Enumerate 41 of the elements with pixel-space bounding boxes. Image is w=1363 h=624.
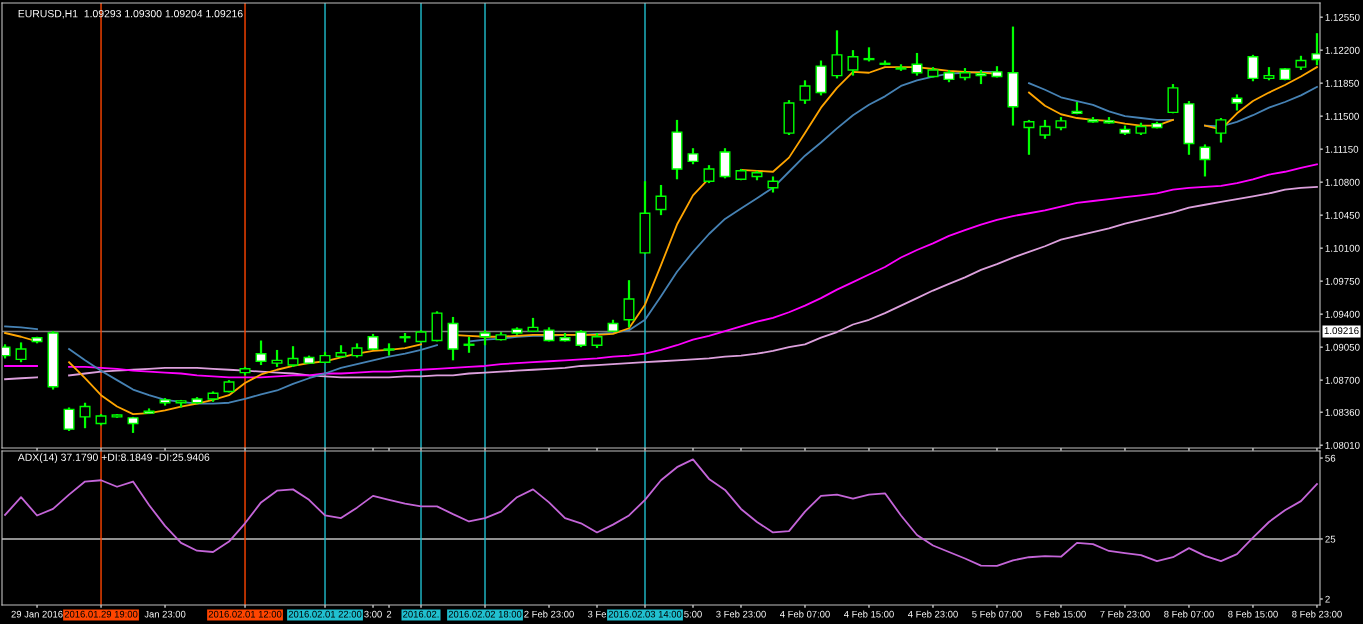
x-tick-label: 5 Feb 07:00 [972,610,1022,618]
x-tick-label: 5 Feb 15:00 [1036,610,1086,618]
x-tick-label: 8 Feb 15:00 [1228,610,1278,618]
x-tick-label: 2016.02.02 18:00 [448,610,522,618]
x-tick-label: 3 Feb 23:00 [716,610,766,618]
y-tick-label: 1.11150 [1325,145,1359,153]
x-tick-label: 4 Feb 15:00 [844,610,894,618]
y-tick-label: 2 [1325,595,1330,603]
y-tick-label: 1.09050 [1325,343,1360,351]
x-tick-label: 2016.02.03 14:00 [608,610,682,618]
y-tick-label: 1.08360 [1325,408,1360,416]
y-tick-label: 1.11850 [1325,79,1359,87]
y-tick-label: 1.09400 [1325,310,1360,318]
x-tick-label: 4 Feb 23:00 [908,610,958,618]
x-tick-label: 2 Feb 23:00 [524,610,574,618]
y-tick-label: 1.12550 [1325,13,1360,21]
y-tick-label: 1.10450 [1325,211,1360,219]
x-tick-label: Jan 23:00 [144,610,186,618]
x-tick-label: 3:00 [364,610,382,618]
y-tick-label: 56 [1325,454,1336,462]
y-tick-label: 1.10100 [1325,244,1360,252]
x-tick-label: 4 Feb 07:00 [780,610,830,618]
x-tick-label: 29 Jan 2016 [11,610,63,618]
x-tick-label: 2 [386,610,392,618]
x-tick-label: 8 Feb 07:00 [1164,610,1214,618]
y-tick-label: 1.08700 [1325,376,1360,384]
y-tick-label: 25 [1325,535,1336,543]
x-tick-label: 2016.02. [403,610,439,618]
x-tick-label: 5:00 [684,610,702,618]
x-tick-label: 3 Fe [587,610,607,618]
y-tick-label: 1.09750 [1325,277,1360,285]
y-tick-label: 1.11500 [1325,112,1359,120]
x-tick-label: 2016.02.01 22:00 [288,610,362,618]
x-tick-label: 7 Feb 23:00 [1100,610,1150,618]
x-tick-label: 2016.02.01 12:00 [208,610,282,618]
x-tick-label: 8 Feb 23:00 [1292,610,1342,618]
x-tick-label: 2016.01.29 19:00 [64,610,138,618]
y-tick-label: 1.08010 [1325,441,1360,449]
y-tick-label: 1.10800 [1325,178,1360,186]
ref-line-label: 1.09216 [1324,327,1359,335]
y-tick-label: 1.12200 [1325,46,1360,54]
